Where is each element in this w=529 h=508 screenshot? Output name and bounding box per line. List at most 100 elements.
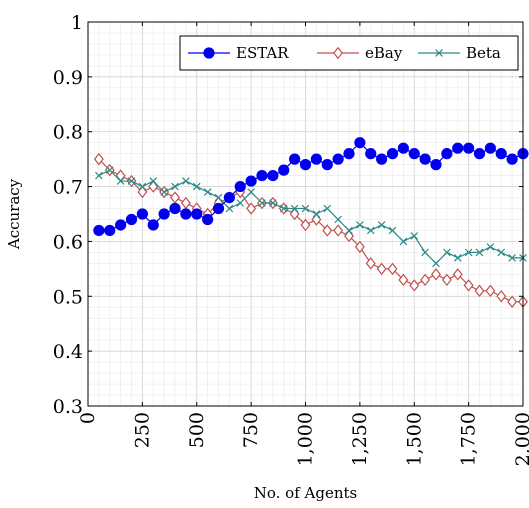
- data-point-estar: [386, 148, 399, 160]
- data-point-beta: [269, 199, 277, 207]
- x-tick-label: 1,000: [295, 412, 317, 466]
- x-tick-label: 1,500: [403, 412, 425, 466]
- data-point-estar: [495, 148, 507, 160]
- legend-label-estar: ESTAR: [236, 44, 289, 62]
- data-point-estar: [354, 137, 366, 149]
- data-point-ebay: [300, 218, 311, 232]
- data-point-beta: [116, 177, 125, 185]
- data-point-beta: [356, 221, 364, 229]
- data-point-beta: [410, 232, 419, 240]
- legend-marker-estar: [203, 47, 215, 59]
- x-tick-label: 1,250: [349, 412, 371, 466]
- data-point-beta: [192, 182, 201, 191]
- data-point-ebay: [322, 224, 333, 237]
- data-point-beta: [290, 204, 299, 213]
- x-tick-label: 0: [77, 412, 99, 424]
- data-point-beta: [279, 204, 288, 213]
- y-tick-label: 1: [71, 12, 83, 34]
- legend-marker-ebay: [333, 46, 343, 60]
- data-point-estar: [343, 148, 355, 160]
- data-point-estar: [463, 142, 475, 154]
- data-point-estar: [484, 142, 496, 154]
- data-point-beta: [377, 221, 386, 229]
- legend-entry-beta: Beta: [418, 44, 501, 62]
- data-point-estar: [136, 208, 148, 220]
- data-point-ebay: [180, 196, 191, 210]
- y-tick-label: 0.6: [53, 231, 83, 253]
- data-point-ebay: [431, 268, 441, 281]
- data-point-estar: [430, 159, 442, 171]
- x-tick-label: 500: [186, 412, 208, 448]
- data-point-estar: [321, 159, 333, 171]
- data-point-estar: [191, 208, 203, 220]
- data-point-estar: [256, 170, 268, 182]
- data-point-beta: [366, 226, 375, 235]
- data-point-beta: [105, 166, 114, 174]
- y-tick-label: 0.7: [53, 177, 83, 199]
- data-point-ebay: [409, 279, 420, 292]
- data-point-beta: [399, 237, 408, 246]
- y-tick-label: 0.8: [53, 122, 83, 144]
- data-point-estar: [104, 224, 116, 237]
- data-point-estar: [473, 148, 486, 160]
- data-point-beta: [334, 215, 342, 224]
- data-point-beta: [258, 199, 266, 207]
- x-tick-label: 750: [240, 412, 262, 448]
- y-tick-label: 0.5: [53, 286, 83, 308]
- data-point-ebay: [420, 273, 431, 287]
- data-point-estar: [299, 159, 312, 171]
- data-point-beta: [214, 193, 223, 202]
- data-point-beta: [323, 204, 332, 213]
- x-axis-label: No. of Agents: [254, 484, 357, 502]
- legend-label-beta: Beta: [466, 44, 501, 62]
- data-point-estar: [180, 208, 192, 220]
- y-tick-label: 0.3: [53, 396, 83, 418]
- data-point-estar: [147, 219, 159, 231]
- data-point-estar: [278, 164, 290, 176]
- data-point-ebay: [376, 262, 387, 276]
- data-point-estar: [332, 153, 344, 165]
- data-point-estar: [223, 191, 235, 204]
- legend-entry-estar: ESTAR: [188, 44, 289, 62]
- data-point-beta: [247, 188, 255, 196]
- data-point-estar: [397, 142, 409, 154]
- legend-marker-beta: [435, 49, 443, 57]
- data-point-beta: [464, 248, 473, 257]
- data-point-beta: [138, 182, 147, 191]
- data-point-ebay: [496, 290, 507, 303]
- data-point-beta: [486, 243, 495, 251]
- data-point-beta: [453, 254, 462, 262]
- data-point-estar: [365, 148, 377, 160]
- data-point-ebay: [333, 224, 344, 237]
- axis-ticks: 0.3 0.4 0.5 0.6 0.7 0.8 0.9 1 0 250 500 750 1,000 1,2…: [53, 12, 529, 466]
- data-point-estar: [376, 153, 388, 165]
- data-point-estar: [234, 180, 246, 193]
- data-point-estar: [419, 153, 431, 165]
- data-point-estar: [452, 142, 464, 154]
- series-line-beta: [98, 169, 523, 265]
- data-point-beta: [236, 199, 245, 207]
- data-point-beta: [95, 171, 103, 180]
- x-tick-label: 250: [131, 412, 153, 448]
- y-tick-label: 0.9: [53, 67, 83, 89]
- data-point-beta: [497, 248, 506, 257]
- data-point-estar: [310, 153, 322, 165]
- data-point-ebay: [354, 240, 365, 254]
- data-point-beta: [182, 177, 190, 185]
- data-point-ebay: [137, 185, 148, 199]
- data-point-ebay: [441, 273, 452, 287]
- data-point-ebay: [170, 191, 180, 204]
- data-point-beta: [127, 177, 136, 185]
- data-point-beta: [345, 226, 353, 235]
- data-point-beta: [160, 188, 168, 196]
- data-point-estar: [245, 175, 257, 187]
- data-point-beta: [443, 248, 451, 257]
- data-point-ebay: [485, 284, 496, 298]
- data-point-ebay: [148, 180, 159, 193]
- data-point-ebay: [452, 268, 463, 281]
- data-point-estar: [93, 224, 105, 237]
- series-line-ebay: [98, 158, 523, 303]
- data-point-estar: [267, 170, 279, 182]
